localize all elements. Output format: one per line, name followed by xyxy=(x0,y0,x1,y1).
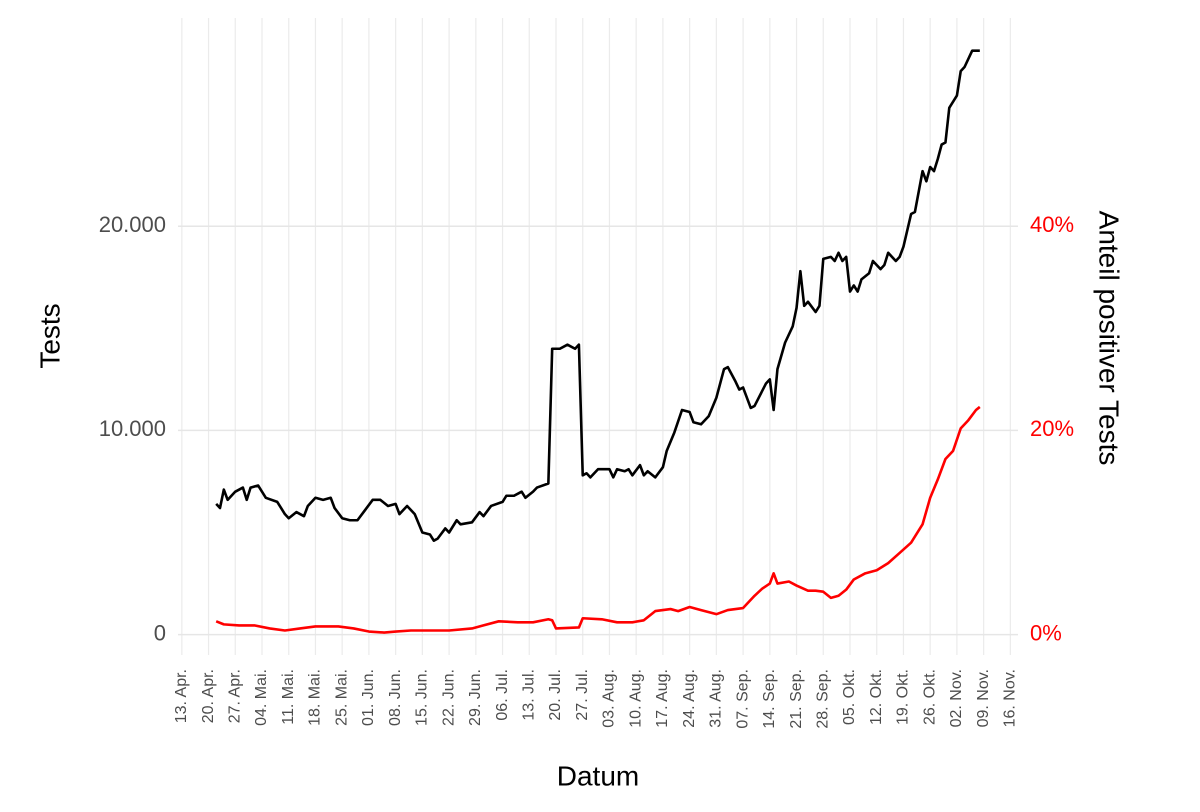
x-tick-label: 22. Jun. xyxy=(440,669,457,726)
x-tick-label: 13. Jul. xyxy=(520,669,537,721)
data-line xyxy=(215,405,981,634)
x-tick-label: 20. Jul. xyxy=(547,669,564,721)
x-tick-label: 07. Sep. xyxy=(734,669,751,729)
x-tick-label: 19. Okt. xyxy=(895,669,912,725)
x-tick-label: 27. Apr. xyxy=(226,669,243,723)
x-tick-label: 16. Nov. xyxy=(1002,669,1019,727)
x-tick-label: 25. Mai. xyxy=(333,669,350,726)
y-tick-label: 20.000 xyxy=(99,212,166,237)
x-tick-label: 24. Aug. xyxy=(681,669,698,728)
x-tick-label: 27. Jul. xyxy=(574,669,591,721)
x-tick-label: 02. Nov. xyxy=(948,669,965,727)
data-line xyxy=(215,49,980,542)
y2-tick-label: 20% xyxy=(1030,416,1074,441)
x-tick-label: 11. Mai. xyxy=(280,669,297,725)
x-tick-label: 15. Jun. xyxy=(414,669,431,726)
x-tick-label: 08. Jun. xyxy=(387,669,404,726)
x-tick-label: 28. Sep. xyxy=(814,669,831,729)
x-tick-label: 03. Aug. xyxy=(601,669,618,728)
x-tick-label: 29. Jun. xyxy=(467,669,484,726)
x-tick-label: 12. Okt. xyxy=(868,669,885,725)
x-tick-label: 14. Sep. xyxy=(761,669,778,729)
y2-tick-label: 40% xyxy=(1030,212,1074,237)
x-axis-title: Datum xyxy=(557,760,639,791)
x-tick-label: 17. Aug. xyxy=(654,669,671,728)
x-tick-label: 18. Mai. xyxy=(307,669,324,726)
x-tick-label: 05. Okt. xyxy=(841,669,858,725)
x-tick-label: 26. Okt. xyxy=(921,669,938,725)
x-tick-label: 21. Sep. xyxy=(788,669,805,729)
x-tick-label: 10. Aug. xyxy=(627,669,644,728)
y2-tick-label: 0% xyxy=(1030,620,1062,645)
x-tick-label: 20. Apr. xyxy=(200,669,217,723)
grid xyxy=(178,18,1018,655)
x-tick-label: 04. Mai. xyxy=(253,669,270,726)
x-tick-label: 31. Aug. xyxy=(708,669,725,728)
y2-axis-title: Anteil positiver Tests xyxy=(1094,211,1125,466)
y-tick-label: 0 xyxy=(154,620,166,645)
x-tick-label: 01. Jun. xyxy=(360,669,377,726)
x-tick-label: 13. Apr. xyxy=(173,669,190,723)
x-tick-label: 09. Nov. xyxy=(975,669,992,727)
y-axis-title: Tests xyxy=(34,303,65,368)
y-tick-label: 10.000 xyxy=(99,416,166,441)
x-tick-label: 06. Jul. xyxy=(494,669,511,721)
